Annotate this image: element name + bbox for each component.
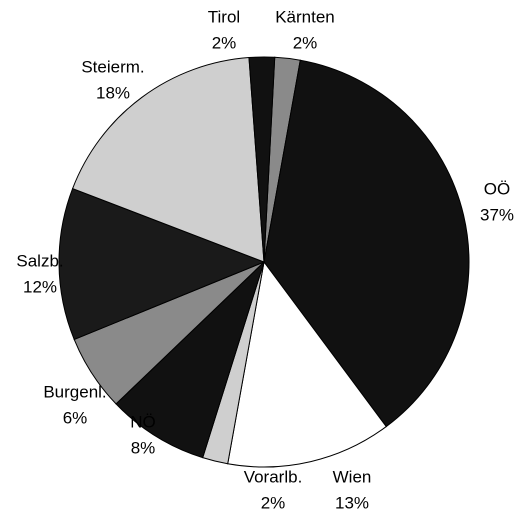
pie-slice [248, 56, 276, 263]
slice-label: Vorarlb. [244, 467, 303, 486]
slice-label: OÖ [484, 179, 510, 198]
slice-value-label: 2% [261, 493, 286, 512]
pie-slice [58, 187, 266, 341]
pie-slice [227, 260, 387, 468]
slice-value-label: 13% [335, 493, 369, 512]
slice-label: Steierm. [81, 57, 144, 76]
slice-value-label: 2% [293, 33, 318, 52]
pie-slice [71, 57, 265, 263]
slice-value-label: 37% [480, 205, 514, 224]
slice-label: NÖ [130, 412, 156, 431]
slice-label: Kärnten [275, 7, 335, 26]
slice-value-label: 2% [212, 33, 237, 52]
slice-value-label: 8% [131, 438, 156, 457]
slice-value-label: 18% [96, 83, 130, 102]
pie-slice [115, 261, 265, 459]
slice-value-label: 12% [23, 277, 57, 296]
pie-slice [263, 59, 470, 428]
slice-label: Wien [333, 467, 372, 486]
slice-label: Salzb. [16, 251, 63, 270]
slice-label: Tirol [208, 7, 240, 26]
slice-value-label: 6% [63, 408, 88, 427]
slice-label: Burgenl. [43, 382, 106, 401]
